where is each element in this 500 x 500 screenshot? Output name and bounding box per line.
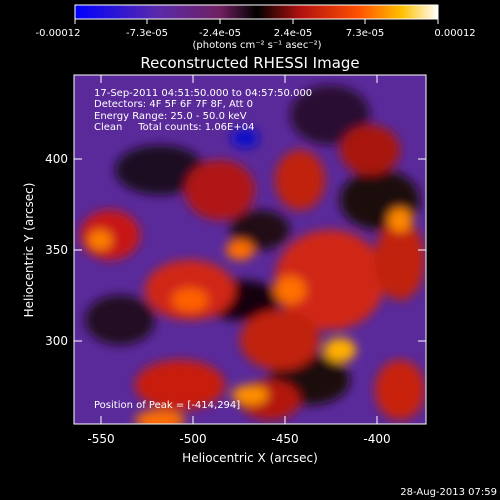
annotation-detectors: Detectors: 4F 5F 6F 7F 8F, Att 0 — [94, 99, 253, 110]
colorbar — [74, 4, 439, 20]
colorbar-tick-label: 2.4e-05 — [274, 28, 312, 39]
colorbar-ticks — [74, 19, 439, 24]
annotation-energy-range: Energy Range: 25.0 - 50.0 keV — [94, 111, 247, 122]
x-tick-label: -550 — [87, 432, 114, 446]
heatmap-image — [74, 75, 426, 424]
colorbar-tick-label: 0.00012 — [434, 28, 475, 39]
x-axis-ticks — [100, 75, 378, 424]
x-axis-label: Heliocentric X (arcsec) — [182, 451, 318, 465]
annotation-peak-position: Position of Peak = [-414,294] — [94, 400, 240, 411]
y-tick-label: 300 — [45, 334, 68, 348]
colorbar-tick-label: -7.3e-05 — [126, 28, 168, 39]
colorbar-tick-label: 7.3e-05 — [346, 28, 384, 39]
colorbar-units: (photons cm⁻² s⁻¹ asec⁻²) — [192, 40, 321, 51]
x-tick-label: -450 — [271, 432, 298, 446]
colorbar-tick-label: -0.00012 — [36, 28, 81, 39]
footer-timestamp: 28-Aug-2013 07:59 — [400, 487, 497, 498]
chart-title: Reconstructed RHESSI Image — [140, 54, 359, 72]
annotation-time-range: 17-Sep-2011 04:51:50.000 to 04:57:50.000 — [94, 88, 312, 99]
y-tick-label: 350 — [45, 243, 68, 257]
colorbar-tick-label: -2.4e-05 — [199, 28, 241, 39]
y-axis-label: Heliocentric Y (arcsec) — [22, 183, 36, 318]
y-axis-ticks — [74, 158, 426, 342]
x-tick-label: -500 — [179, 432, 206, 446]
annotation-clean-counts: Clean Total counts: 1.06E+04 — [94, 122, 254, 133]
x-tick-label: -400 — [363, 432, 390, 446]
y-tick-label: 400 — [45, 152, 68, 166]
